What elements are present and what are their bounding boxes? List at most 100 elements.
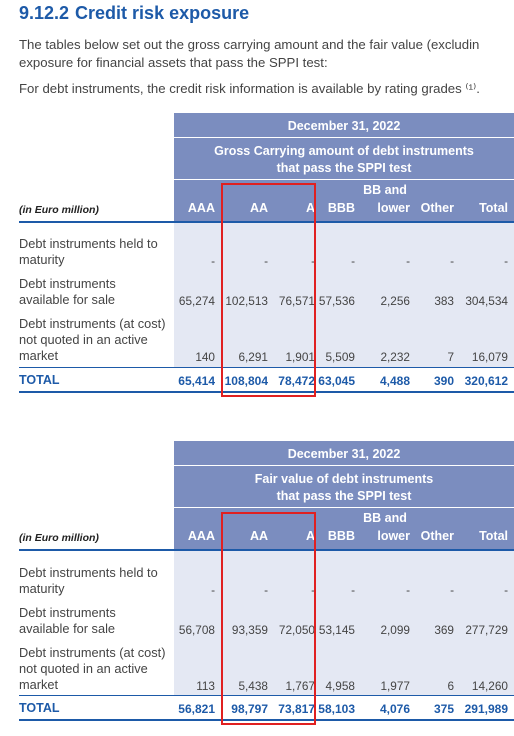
table-subtitle-1: Gross Carrying amount of debt instrument… [214,144,474,158]
cell: 5,438 [238,679,268,693]
table-subtitle-1: Fair value of debt instruments [254,472,434,486]
col-header-a: A [305,201,315,215]
col-header-total: Total [479,529,508,543]
col-header-other: Other [420,529,454,543]
cell: 1,977 [380,679,410,693]
cell: - [450,583,454,597]
row-label-htm: Debt instruments held to maturity [19,565,158,596]
section-heading: 9.12.2 Credit risk exposure [19,3,249,24]
row-label-htm: Debt instruments held to maturity [19,236,158,267]
cell: 56,708 [178,623,215,637]
col-header-a: A [305,529,315,543]
col-header-aaa: AAA [187,201,215,215]
col-header-aa: AA [249,201,268,215]
cell: 6,291 [238,350,268,364]
data-bg [174,223,514,367]
cell: - [211,254,215,268]
cell: 369 [434,623,454,637]
total-cell: 63,045 [318,374,355,388]
unit-label: (in Euro million) [19,204,99,216]
total-cell: 4,488 [379,374,410,388]
cell: - [504,254,508,268]
col-header-bbb: BBB [327,529,355,543]
cell: 14,260 [471,679,508,693]
total-cell: 58,103 [318,702,355,716]
total-label: TOTAL [19,701,60,715]
cell: 1,767 [285,679,315,693]
header-divider [174,507,514,508]
cell: - [311,254,315,268]
cell: 113 [196,679,215,693]
col-header-other: Other [420,201,454,215]
cell: 2,099 [380,623,410,637]
cell: - [264,254,268,268]
cell: 76,571 [278,294,315,308]
col-header-aaa: AAA [187,529,215,543]
intro-line-3: For debt instruments, the credit risk in… [19,81,480,96]
cell: 53,145 [318,623,355,637]
total-cell: 73,817 [278,702,315,716]
cell: 2,256 [380,294,410,308]
total-cell: 291,989 [464,702,508,716]
cell: 304,534 [465,294,508,308]
total-cell: 78,472 [278,374,315,388]
row-label-cost: Debt instruments (at cost) not quoted in… [19,645,166,692]
cell: 140 [195,350,215,364]
total-cell: 56,821 [178,702,215,716]
section-title: Credit risk exposure [75,3,250,23]
cell: - [351,583,355,597]
cell: - [406,254,410,268]
cell: 1,901 [285,350,315,364]
cell: 102,513 [225,294,268,308]
total-rule-top [19,695,514,696]
col-header-total: Total [479,201,508,215]
total-cell: 65,414 [178,374,215,388]
col-header-bb-lower-1: BB and [363,511,407,525]
cell: - [264,583,268,597]
highlight-box [221,183,316,397]
total-cell: 390 [433,374,454,388]
cell: 57,536 [318,294,355,308]
col-header-bb-lower-2: lower [377,201,410,215]
row-label-afs: Debt instruments available for sale [19,276,116,307]
cell: 277,729 [465,623,508,637]
total-cell: 375 [433,702,454,716]
total-cell: 320,612 [464,374,508,388]
header-rule [19,549,514,551]
table-header-bg [174,441,514,550]
cell: - [351,254,355,268]
row-label-afs: Debt instruments available for sale [19,605,116,636]
header-rule [19,221,514,223]
section-number: 9.12.2 [19,3,70,23]
cell: 2,232 [380,350,410,364]
intro-line-1: The tables below set out the gross carry… [19,37,480,52]
table-subtitle-2: that pass the SPPI test [276,161,412,175]
total-cell: 4,076 [379,702,410,716]
cell: 7 [447,350,454,364]
table-subtitle-2: that pass the SPPI test [276,489,412,503]
unit-label: (in Euro million) [19,532,99,544]
data-bg [174,551,514,695]
cell: 93,359 [231,623,268,637]
table-header-bg [174,113,514,222]
cell: - [406,583,410,597]
col-header-bb-lower-2: lower [377,529,410,543]
intro-line-2: exposure for financial assets that pass … [19,55,328,70]
total-rule-top [19,367,514,368]
header-divider [174,179,514,180]
col-header-bb-lower-1: BB and [363,183,407,197]
cell: 72,050 [278,623,315,637]
cell: - [211,583,215,597]
col-header-bbb: BBB [327,201,355,215]
cell: 4,958 [325,679,355,693]
header-divider [174,465,514,466]
cell: - [450,254,454,268]
total-label: TOTAL [19,373,60,387]
header-divider [174,137,514,138]
highlight-box [221,512,316,725]
total-rule-bottom [19,719,514,721]
cell: 65,274 [178,294,215,308]
total-cell: 108,804 [224,374,268,388]
cell: 383 [434,294,454,308]
cell: - [311,583,315,597]
